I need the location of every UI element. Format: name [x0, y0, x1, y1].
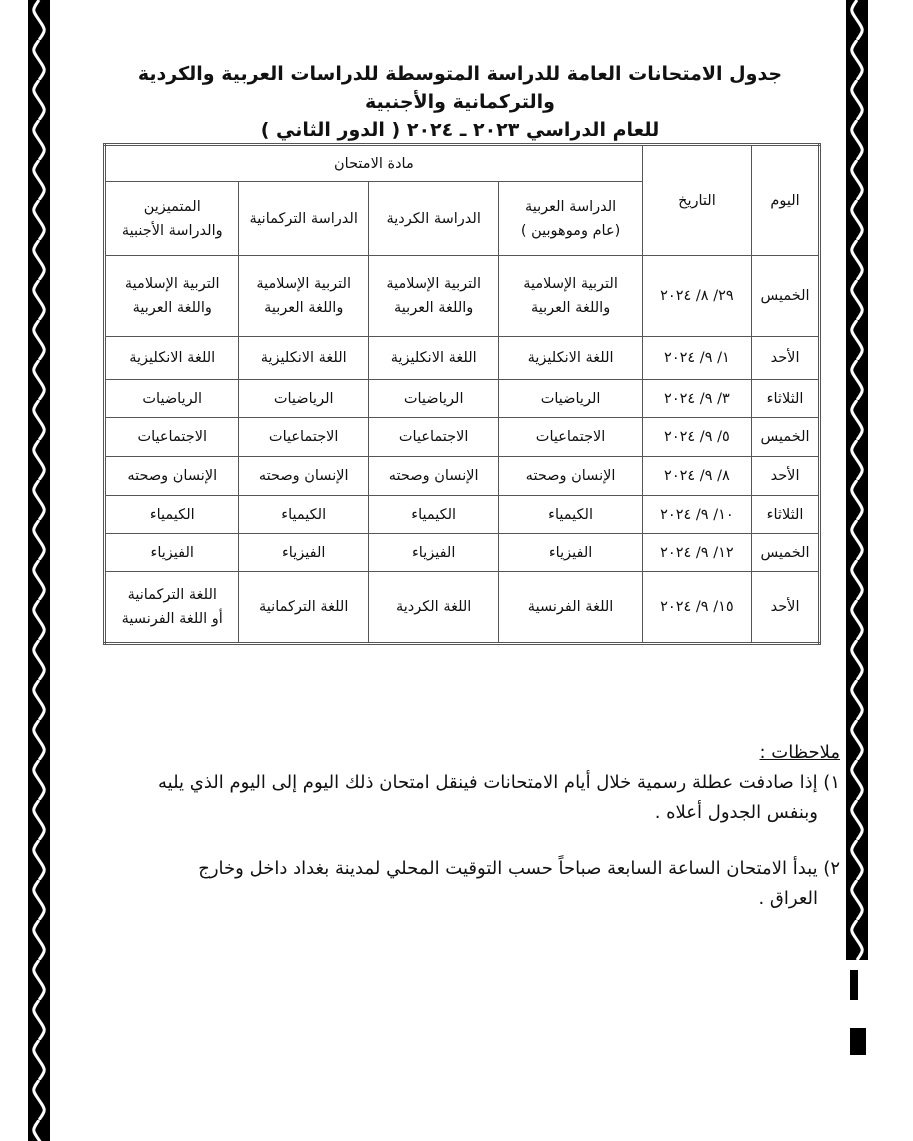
cell-distinguished: اللغة التركمانية أو اللغة الفرنسية [103, 571, 240, 644]
cell-date: ١٢/ ٩/ ٢٠٢٤ [641, 533, 753, 572]
cell-arabic: الإنسان وصحته [498, 456, 643, 496]
cell-arabic: الكيمياء [498, 495, 643, 534]
title-line-2: للعام الدراسي ٢٠٢٣ ـ ٢٠٢٤ ( الدور الثاني… [260, 119, 660, 141]
header-kurdish: الدراسة الكردية [367, 181, 500, 256]
table-row: الثلاثاء ١٠/ ٩/ ٢٠٢٤ الكيمياء الكيمياء الكيم… [103, 495, 820, 534]
exam-schedule-table: اليوم التاريخ مادة الامتحان الدراسة العر… [103, 143, 821, 645]
cell-arabic: اللغة الانكليزية [498, 336, 643, 380]
decorative-border-right [846, 0, 868, 960]
table-row: الخميس ١٢/ ٩/ ٢٠٢٤ الفيزياء الفيزياء الفيزيا… [103, 533, 820, 572]
cell-arabic: الاجتماعيات [498, 417, 643, 457]
cell-kurdish: التربية الإسلامية واللغة العربية [367, 255, 500, 337]
cell-kurdish: الرياضيات [367, 379, 500, 418]
cell-date: ٣/ ٩/ ٢٠٢٤ [641, 379, 753, 418]
header-subject-group: مادة الامتحان [104, 144, 643, 182]
header-arabic: الدراسة العربية (عام وموهوبين ) [498, 181, 643, 256]
cell-distinguished: الكيمياء [103, 495, 240, 534]
cell-turkmen: الإنسان وصحته [238, 456, 369, 496]
cell-date: ١٥/ ٩/ ٢٠٢٤ [641, 571, 753, 644]
notes-section: ملاحظات : ١) إذا صادفت عطلة رسمية خلال أ… [100, 738, 840, 914]
cell-turkmen: الكيمياء [238, 495, 369, 534]
cell-day: الأحد [751, 456, 820, 496]
header-distinguished: المتميزين والدراسة الأجنبية [103, 181, 240, 256]
cell-kurdish: الفيزياء [367, 533, 500, 572]
header-day: اليوم [751, 144, 820, 256]
cell-day: الخميس [751, 533, 820, 572]
cell-day: الثلاثاء [751, 495, 820, 534]
header-date: التاريخ [641, 144, 753, 256]
note-2: ٢) يبدأ الامتحان الساعة السابعة صباحاً ح… [198, 858, 840, 909]
document-title: جدول الامتحانات العامة للدراسة المتوسطة … [90, 60, 830, 144]
cell-day: الأحد [751, 571, 820, 644]
cell-distinguished: الفيزياء [103, 533, 240, 572]
cell-arabic: التربية الإسلامية واللغة العربية [498, 255, 643, 337]
note-1: ١) إذا صادفت عطلة رسمية خلال أيام الامتح… [158, 772, 840, 823]
cell-turkmen: اللغة التركمانية [238, 571, 369, 644]
table-row: الأحد ٨/ ٩/ ٢٠٢٤ الإنسان وصحته الإنسان وصحت… [103, 456, 820, 496]
cell-turkmen: اللغة الانكليزية [238, 336, 369, 380]
cell-arabic: الرياضيات [498, 379, 643, 418]
cell-distinguished: الإنسان وصحته [103, 456, 240, 496]
cell-date: ٢٩/ ٨/ ٢٠٢٤ [641, 255, 753, 337]
cell-date: ١/ ٩/ ٢٠٢٤ [641, 336, 753, 380]
cell-distinguished: اللغة الانكليزية [103, 336, 240, 380]
cell-kurdish: الاجتماعيات [367, 417, 500, 457]
decorative-border-fragment [850, 970, 866, 1055]
cell-turkmen: التربية الإسلامية واللغة العربية [238, 255, 369, 337]
table-row: الثلاثاء ٣/ ٩/ ٢٠٢٤ الرياضيات الرياضيات الري… [103, 379, 820, 418]
header-turkmen: الدراسة التركمانية [238, 181, 369, 256]
cell-day: الثلاثاء [751, 379, 820, 418]
cell-kurdish: اللغة الانكليزية [367, 336, 500, 380]
table-row: الخميس ٢٩/ ٨/ ٢٠٢٤ التربية الإسلامية واللغة… [103, 255, 820, 337]
cell-date: ٥/ ٩/ ٢٠٢٤ [641, 417, 753, 457]
notes-title: ملاحظات : [759, 742, 841, 763]
cell-kurdish: اللغة الكردية [367, 571, 500, 644]
cell-distinguished: التربية الإسلامية واللغة العربية [103, 255, 240, 337]
cell-kurdish: الإنسان وصحته [367, 456, 500, 496]
cell-day: الخميس [751, 255, 820, 337]
table-row: الأحد ١٥/ ٩/ ٢٠٢٤ اللغة الفرنسية اللغة الكر… [103, 571, 820, 644]
cell-turkmen: الاجتماعيات [238, 417, 369, 457]
table-row: الأحد ١/ ٩/ ٢٠٢٤ اللغة الانكليزية اللغة الا… [103, 336, 820, 380]
cell-day: الخميس [751, 417, 820, 457]
cell-date: ٨/ ٩/ ٢٠٢٤ [641, 456, 753, 496]
cell-date: ١٠/ ٩/ ٢٠٢٤ [641, 495, 753, 534]
decorative-border-left [28, 0, 50, 1141]
cell-arabic: الفيزياء [498, 533, 643, 572]
cell-kurdish: الكيمياء [367, 495, 500, 534]
cell-day: الأحد [751, 336, 820, 380]
cell-turkmen: الفيزياء [238, 533, 369, 572]
cell-turkmen: الرياضيات [238, 379, 369, 418]
cell-distinguished: الرياضيات [103, 379, 240, 418]
title-line-1: جدول الامتحانات العامة للدراسة المتوسطة … [137, 63, 783, 113]
table-row: الخميس ٥/ ٩/ ٢٠٢٤ الاجتماعيات الاجتماعيات ال… [103, 417, 820, 457]
cell-distinguished: الاجتماعيات [103, 417, 240, 457]
cell-arabic: اللغة الفرنسية [498, 571, 643, 644]
